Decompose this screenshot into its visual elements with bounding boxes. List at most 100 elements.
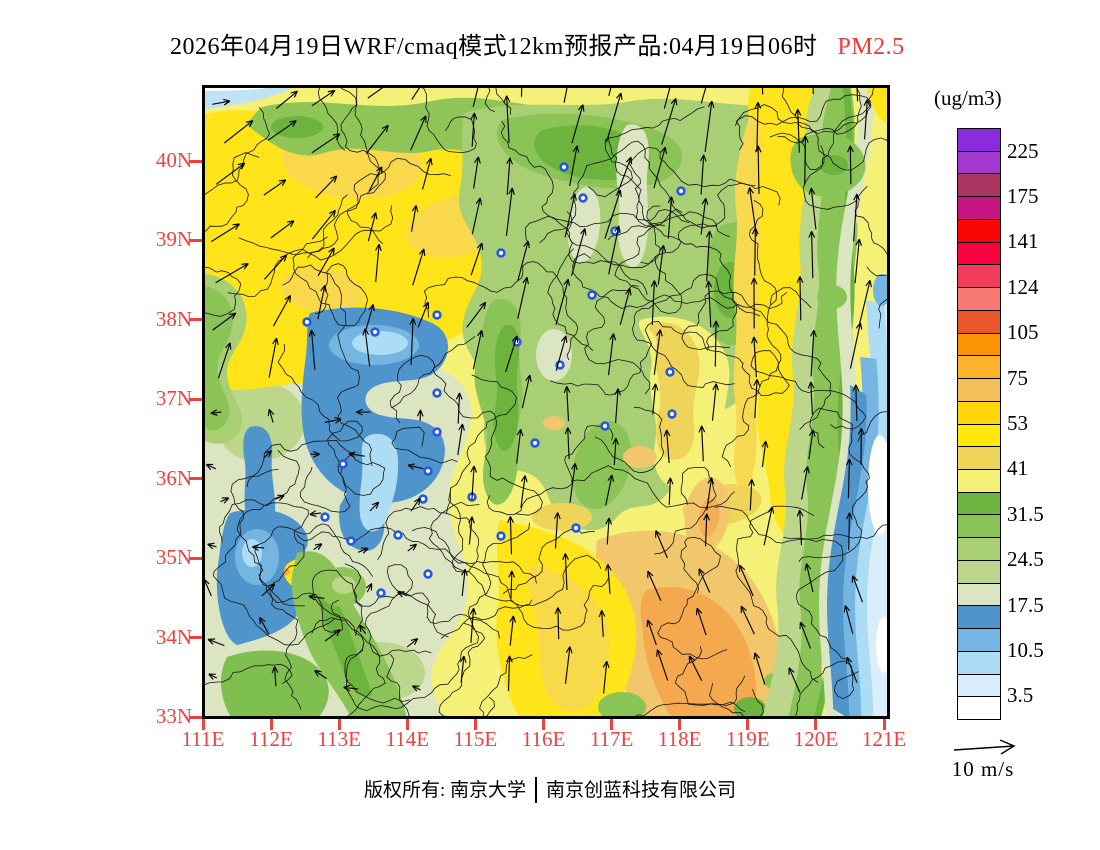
colorbar-label-10.5: 10.5 [1007,637,1044,662]
boundary-line [854,200,890,277]
colorbar-cell-2 [958,173,1000,197]
colorbar-label-24.5: 24.5 [1007,547,1044,572]
boundary-line [500,120,690,228]
colorbar-label-141: 141 [1007,229,1039,254]
city-marker [338,459,348,469]
boundary-line [857,411,890,442]
lat-tick [189,238,202,242]
boundary-line [674,646,746,713]
city-marker [432,310,442,320]
colorbar-cell-5 [958,241,1000,265]
boundary-line [238,194,348,255]
colorbar-cell-4 [958,218,1000,242]
city-marker [320,512,330,522]
lat-tick [189,318,202,322]
colorbar-cell-24 [958,673,1000,697]
species-label: PM2.5 [837,34,905,60]
admin-boundaries [202,85,890,719]
city-marker [559,162,569,172]
colorbar-cell-18 [958,537,1000,560]
lon-label-116E: 116E [521,727,566,751]
colorbar-cell-9 [958,332,1000,356]
city-marker [530,438,540,448]
lon-tick [882,719,886,730]
lon-label-113E: 113E [317,727,361,751]
boundary-line [646,205,738,351]
wind-arrows [203,85,872,694]
boundary-line [547,248,594,352]
colorbar-cell-25 [958,696,1000,720]
colorbar [957,128,1001,720]
boundary-line [571,465,735,508]
colorbar-cell-11 [958,378,1000,401]
copyright-left: 版权所有: 南京大学 [363,780,526,801]
boundary-line [202,152,260,317]
boundary-line [798,407,870,563]
colorbar-cell-19 [958,559,1000,583]
boundary-line [448,489,537,584]
boundary-line [549,320,744,396]
boundary-line [795,660,859,719]
sea-gradient-bands [819,85,890,719]
lon-tick [201,719,205,730]
city-marker [496,248,506,258]
city-marker [418,494,428,504]
colorbar-label-124: 124 [1007,274,1039,299]
lat-label-36N: 36N [155,465,192,490]
boundary-line [479,654,533,719]
boundary-line [783,537,850,660]
boundary-line [346,522,530,712]
map-layers [202,85,890,719]
title-text: 2026年04月19日WRF/cmaq模式12km预报产品:04月19日06时 [170,34,818,60]
colorbar-label-75: 75 [1007,365,1028,390]
boundary-line [681,290,832,430]
boundary-line [311,617,386,719]
colorbar-cell-8 [958,309,1000,333]
boundary-line [277,343,363,513]
colorbar-cell-0 [958,129,1000,151]
lat-tick [189,159,202,163]
boundary-line [440,554,602,639]
boundary-line [629,675,746,719]
lat-label-33N: 33N [155,704,192,728]
colorbar-label-105: 105 [1007,320,1039,345]
lon-tick [678,719,682,730]
copyright-right: 南京创蓝科技有限公司 [546,780,737,801]
lon-label-111E: 111E [181,727,225,751]
wind-reference-label: 10 m/s [951,757,1015,781]
city-marker [676,186,686,196]
boundary-line [386,653,410,719]
city-marker [346,536,356,546]
forecast-map [202,85,890,719]
boundary-line [219,499,309,710]
boundary-line [227,205,394,297]
colorbar-label-3.5: 3.5 [1007,683,1034,708]
colorbar-cell-21 [958,605,1000,629]
lon-tick [405,719,409,730]
boundary-line [423,261,579,361]
boundary-line [614,208,683,314]
map-border [202,85,890,719]
boundary-line [317,85,386,245]
boundary-line [565,211,648,296]
boundary-line [377,506,480,565]
colorbar-label-175: 175 [1007,184,1039,209]
city-marker [571,523,581,533]
boundary-line [446,374,517,515]
lon-tick [610,719,614,730]
boundary-line [769,85,874,171]
boundary-line [631,274,761,388]
lat-tick [189,636,202,640]
colorbar-cell-1 [958,150,1000,174]
colorbar-cell-22 [958,628,1000,651]
colorbar-label-31.5: 31.5 [1007,501,1044,526]
colorbar-cell-10 [958,355,1000,379]
boundary-line [202,106,271,198]
boundary-line [344,563,500,639]
lon-label-117E: 117E [589,727,634,751]
lon-label-114E: 114E [385,727,430,751]
city-marker [496,531,506,541]
lon-tick [542,719,545,730]
colorbar-cell-12 [958,400,1000,424]
colorbar-cell-23 [958,650,1000,674]
